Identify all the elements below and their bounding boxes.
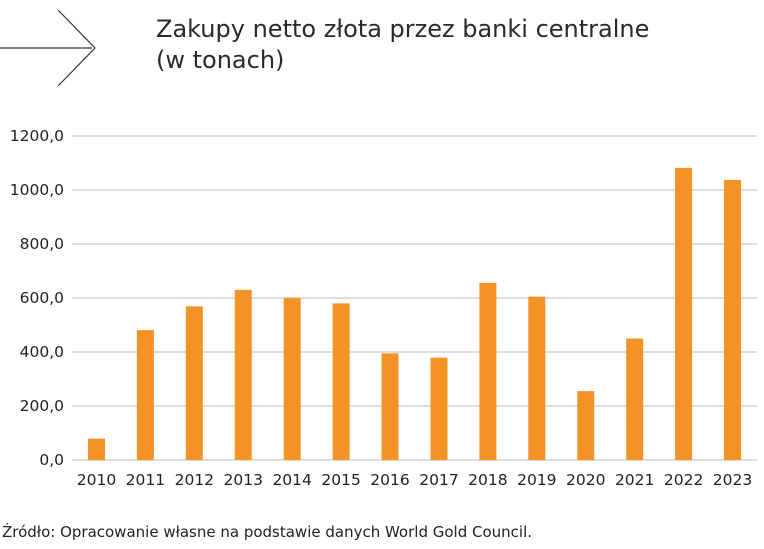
grid-lines (72, 135, 757, 461)
x-tick-label: 2011 (126, 471, 165, 489)
y-tick-label: 200,0 (20, 397, 64, 415)
bar-chart: 0,0 200,0 400,0 600,0 800,0 1000,0 1200,0 2010… (10, 127, 757, 489)
bar-2015 (332, 303, 350, 460)
bar-2021 (626, 338, 644, 460)
x-tick-label: 2014 (272, 471, 311, 489)
bar-2022 (675, 167, 693, 461)
x-tick-label: 2021 (615, 471, 654, 489)
x-tick-label: 2023 (713, 471, 752, 489)
y-tick-label: 800,0 (20, 235, 64, 253)
x-tick-label: 2018 (468, 471, 507, 489)
x-tick-label: 2017 (419, 471, 458, 489)
x-tick-label: 2013 (224, 471, 263, 489)
bar-2016 (381, 353, 399, 460)
bar-2020 (577, 391, 595, 460)
y-tick-label: 1200,0 (10, 127, 64, 145)
bar-2013 (234, 289, 252, 460)
x-tick-label: 2020 (566, 471, 605, 489)
bar-2010 (87, 438, 105, 460)
bar-2012 (185, 306, 203, 460)
bar-2017 (430, 357, 448, 460)
x-tick-label: 2019 (517, 471, 556, 489)
bar-2014 (283, 298, 301, 460)
y-tick-label: 400,0 (20, 343, 64, 361)
chart-title-line2: (w tonach) (156, 46, 285, 74)
chart-title-line1: Zakupy netto złota przez banki centralne (156, 15, 650, 43)
bar-2023 (724, 180, 742, 460)
bar-2018 (479, 282, 497, 460)
bars (87, 167, 742, 461)
bar-2011 (136, 330, 154, 460)
x-tick-label: 2010 (77, 471, 116, 489)
arrow-right-icon (0, 9, 96, 87)
y-tick-label: 0,0 (39, 451, 64, 469)
x-tick-label: 2016 (370, 471, 409, 489)
source-note: Źródło: Opracowanie własne na podstawie … (2, 523, 533, 541)
x-tick-label: 2012 (175, 471, 214, 489)
y-tick-label: 600,0 (20, 289, 64, 307)
bar-2019 (528, 296, 546, 460)
y-axis-tick-labels: 0,0 200,0 400,0 600,0 800,0 1000,0 1200,0 (10, 127, 64, 469)
x-tick-label: 2022 (664, 471, 703, 489)
y-tick-label: 1000,0 (10, 181, 64, 199)
x-axis-tick-labels: 2010 2011 2012 2013 2014 2015 2016 2017 2018 2019… (77, 471, 753, 489)
chart-title: Zakupy netto złota przez banki centralne… (156, 14, 649, 76)
x-tick-label: 2015 (321, 471, 360, 489)
